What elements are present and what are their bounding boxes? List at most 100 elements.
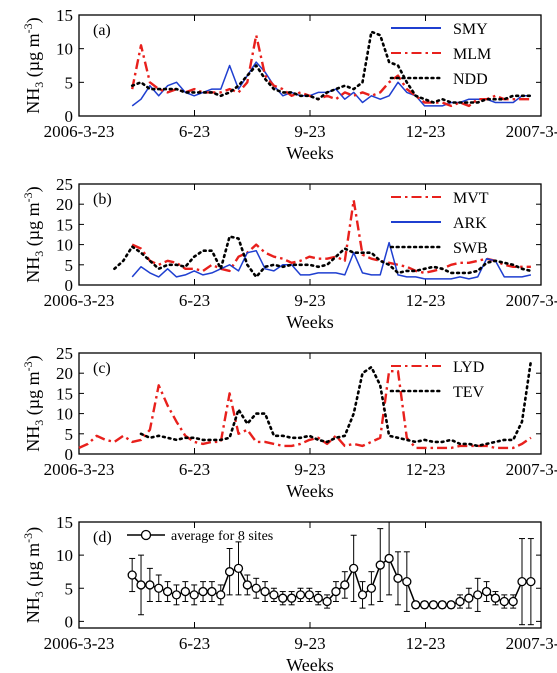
x-tick-label: 2006-3-23 [44, 291, 115, 310]
y-tick-label: 15 [56, 384, 73, 403]
data-point [402, 576, 412, 587]
series-line-swb [113, 235, 533, 279]
y-tick-label: 20 [56, 364, 73, 383]
x-axis-label: Weeks [286, 655, 334, 673]
y-axis-label-part: NH [23, 597, 43, 623]
panel-letter: (c) [93, 360, 111, 377]
panel-a: 0 5 10 15 2006-3-23 6-23 9-23 12-23 2007-3-23 Wee… [21, 6, 557, 163]
data-point [340, 580, 350, 590]
data-point [428, 600, 439, 610]
y-axis-label-part: 3 [32, 251, 46, 257]
data-point [162, 586, 173, 597]
y-tick-label: 5 [65, 425, 74, 444]
data-point [260, 586, 270, 597]
x-tick-label: 2007-3-23 [506, 460, 557, 479]
data-point [233, 563, 244, 574]
series-line-mvt [131, 198, 531, 275]
y-axis-label-part: ) [23, 527, 44, 533]
data-point [180, 586, 190, 597]
y-tick-label: 10 [56, 40, 73, 59]
data-point [216, 590, 226, 600]
series-line-ark [131, 241, 532, 280]
y-tick-label: 10 [56, 405, 73, 424]
y-axis-label-part: (µg m [23, 371, 44, 419]
x-tick-label: 9-23 [294, 634, 325, 653]
data-point [357, 590, 368, 600]
x-tick-label: 2006-3-23 [44, 122, 115, 141]
x-tick-label: 2006-3-23 [44, 634, 115, 653]
series-line-ndd [130, 30, 533, 104]
data-point [393, 573, 403, 583]
y-axis-label-part: NH [23, 426, 43, 452]
y-axis-label: NH3 (µg m-3) [21, 17, 46, 113]
x-tick-label: 6-23 [179, 122, 210, 141]
data-point [366, 583, 377, 593]
data-point [508, 596, 518, 607]
data-point [251, 583, 261, 593]
data-point [349, 563, 359, 574]
x-axis-label: Weeks [286, 143, 334, 163]
data-point [127, 570, 137, 580]
data-point [481, 586, 492, 597]
x-tick-label: 12-23 [406, 291, 446, 310]
y-axis-label-part: ) [23, 17, 44, 23]
y-axis-label-part: -3 [21, 533, 35, 543]
legend-label: average for 8 sites [171, 529, 273, 544]
series-line-tev [139, 359, 533, 448]
y-axis-label-part: 3 [32, 591, 46, 597]
series-line-mlm [131, 34, 531, 108]
x-tick-label: 2007-3-23 [506, 122, 557, 141]
y-tick-label: 0 [65, 612, 74, 631]
panel-letter: (d) [93, 529, 112, 546]
data-point [189, 590, 199, 600]
panel-letter: (a) [93, 22, 111, 39]
data-point [437, 600, 447, 610]
data-point [171, 590, 182, 600]
x-tick-label: 2007-3-23 [506, 634, 557, 653]
y-axis-label: NH3 (µg m-3) [21, 355, 46, 451]
data-point [295, 590, 306, 600]
y-tick-label: 0 [65, 107, 74, 126]
x-tick-label: 2007-3-23 [506, 291, 557, 310]
x-tick-label: 12-23 [406, 634, 446, 653]
y-tick-label: 15 [56, 513, 73, 532]
y-tick-label: 0 [65, 445, 74, 464]
y-axis-label-part: NH [23, 257, 43, 283]
y-axis-label-part: NH [23, 88, 43, 114]
panel-d: 0 5 10 15 2006-3-23 6-23 9-23 12-23 2007-3-23 Wee… [21, 513, 557, 673]
y-axis-label-part: ) [23, 355, 44, 361]
data-point [198, 586, 208, 597]
legend-label: SWB [453, 240, 488, 257]
series-line-average-for-8-sites [131, 557, 531, 606]
y-tick-label: 5 [65, 73, 74, 92]
legend-label: MVT [453, 190, 489, 207]
data-point [375, 560, 385, 570]
data-point [136, 580, 146, 590]
legend-label: MLM [453, 46, 491, 63]
y-axis-label-part: (µg m [23, 202, 44, 250]
legend-label: SMY [453, 21, 488, 38]
x-tick-label: 9-23 [294, 291, 325, 310]
data-point [464, 593, 474, 603]
legend-label: LYD [453, 359, 484, 376]
legend-marker [140, 529, 152, 541]
data-point [322, 596, 332, 607]
y-tick-label: 20 [56, 195, 73, 214]
data-point [490, 593, 501, 603]
y-axis-label-part: -3 [21, 192, 35, 202]
data-point [446, 600, 456, 610]
y-axis-label-part: 3 [32, 82, 46, 88]
data-point [278, 593, 288, 603]
data-point [526, 576, 536, 587]
y-axis-label: NH3 (µg m-3) [21, 527, 46, 623]
data-point [286, 593, 297, 603]
y-axis-label-part: (µg m [23, 33, 44, 81]
y-tick-label: 5 [65, 579, 74, 598]
data-point [455, 596, 465, 607]
y-tick-label: 15 [56, 215, 73, 234]
x-tick-label: 6-23 [179, 291, 210, 310]
data-point [224, 567, 235, 577]
